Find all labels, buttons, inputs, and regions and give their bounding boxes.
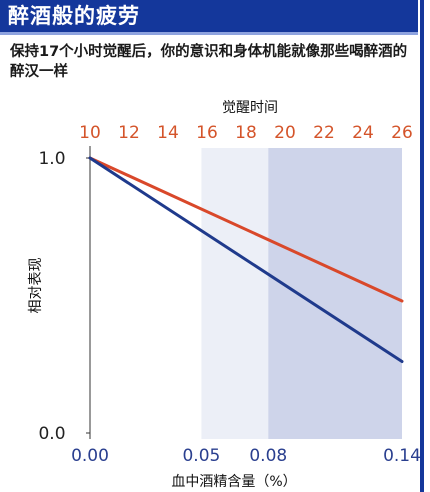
axes [86, 146, 91, 439]
title-bar: 醉酒般的疲劳 [0, 0, 418, 35]
top-tick-label: 22 [313, 123, 335, 143]
right-border [420, 0, 424, 492]
y-axis-title: 相对表现 [28, 258, 44, 314]
top-tick-label: 12 [118, 123, 140, 143]
shaded-region-0 [201, 148, 269, 439]
bottom-tick-label: 0.05 [182, 446, 220, 466]
bottom-tick-label: 0.14 [383, 446, 421, 466]
top-tick-label: 20 [274, 123, 296, 143]
top-tick-label: 26 [391, 123, 413, 143]
figure-title: 醉酒般的疲劳 [8, 4, 140, 28]
series-lines [88, 156, 404, 363]
bottom-tick-label: 0.00 [71, 446, 109, 466]
series-line-wake-time [88, 156, 404, 303]
y-tick-label: 1.0 [38, 149, 65, 169]
bottom-tick-label: 0.08 [249, 446, 287, 466]
top-tick-label: 10 [79, 123, 101, 143]
shaded-regions [201, 148, 402, 439]
bottom-axis-title: 血中酒精含量（%） [171, 474, 296, 490]
top-tick-label: 24 [352, 123, 374, 143]
y-tick-label: 0.0 [38, 424, 65, 444]
top-tick-label: 16 [196, 123, 218, 143]
tick-labels: 10 12 14 16 18 20 22 24 26 0.00 0.05 0.08 0.14 1.0 0.0 [38, 123, 420, 466]
figure-subtitle: 保持17个小时觉醒后，你的意识和身体机能就像那些喝醉酒的醉汉一样 [10, 44, 408, 80]
series-line-blood-alcohol [88, 156, 404, 363]
top-tick-label: 18 [235, 123, 257, 143]
top-axis-title: 觉醒时间 [222, 100, 278, 116]
top-tick-label: 14 [157, 123, 179, 143]
shaded-region-1 [268, 148, 402, 439]
